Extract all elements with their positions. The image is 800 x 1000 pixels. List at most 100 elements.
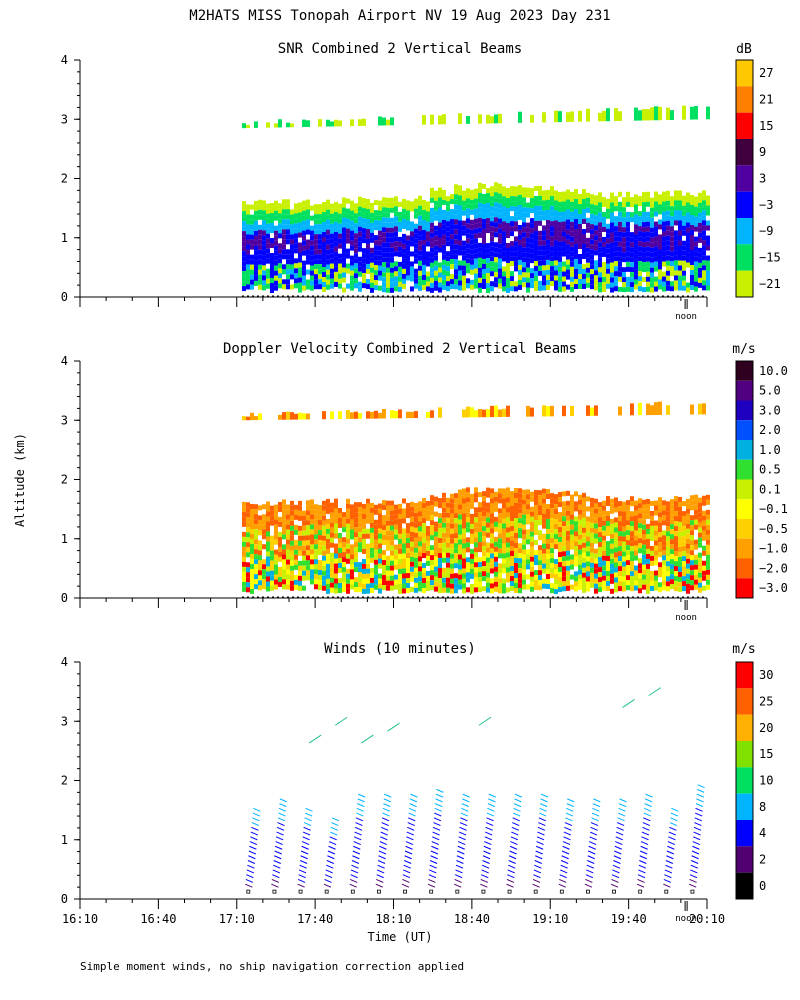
heatmap-cell	[489, 523, 494, 529]
heatmap-cell	[565, 259, 570, 265]
heatmap-cell	[625, 236, 630, 242]
heatmap-cell	[277, 536, 282, 542]
heatmap-cell	[241, 576, 246, 582]
heatmap-cell	[249, 538, 254, 544]
heatmap-cell	[513, 542, 518, 548]
heatmap-cell	[649, 515, 654, 521]
wind-barb	[274, 845, 283, 850]
heatmap-cell	[461, 270, 466, 276]
heatmap-cell	[561, 191, 566, 197]
heatmap-cell	[517, 543, 522, 549]
heatmap-cell	[289, 555, 294, 561]
heatmap-cell	[425, 540, 430, 546]
heatmap-cell	[653, 251, 658, 257]
wind-barb	[617, 817, 625, 822]
heatmap-cell	[633, 565, 638, 571]
heatmap-cell	[617, 506, 622, 512]
heatmap-cell	[281, 529, 286, 535]
heatmap-cell	[573, 506, 578, 512]
heatmap-cell	[593, 235, 598, 241]
heatmap-cell	[377, 210, 382, 216]
heatmap-cell	[481, 198, 486, 204]
heatmap-cell	[377, 412, 382, 419]
wind-barb	[508, 864, 516, 869]
heatmap-cell	[425, 286, 430, 292]
heatmap-cell	[617, 221, 622, 227]
heatmap-cell	[409, 531, 414, 537]
heatmap-cell	[265, 531, 270, 537]
heatmap-cell	[665, 250, 670, 256]
heatmap-cell	[673, 230, 678, 236]
heatmap-cell	[265, 233, 270, 239]
heatmap-cell	[457, 549, 462, 555]
wind-barb	[566, 803, 574, 808]
heatmap-cell	[565, 234, 570, 240]
heatmap-cell	[297, 575, 302, 581]
heatmap-cell	[589, 194, 594, 200]
heatmap-cell	[421, 508, 426, 514]
heatmap-cell	[285, 504, 290, 510]
heatmap-cell	[461, 588, 466, 594]
heatmap-cell	[305, 120, 310, 127]
heatmap-cell	[273, 574, 278, 580]
heatmap-cell	[653, 585, 658, 591]
heatmap-cell	[289, 530, 294, 536]
heatmap-cell	[653, 236, 658, 242]
heatmap-cell	[653, 266, 658, 272]
heatmap-cell	[425, 585, 430, 591]
heatmap-cell	[601, 226, 606, 232]
heatmap-cell	[461, 538, 466, 544]
heatmap-cell	[505, 577, 510, 583]
heatmap-cell	[489, 553, 494, 559]
heatmap-cell	[345, 553, 350, 559]
heatmap-cell	[325, 503, 330, 509]
heatmap-cell	[565, 510, 570, 516]
heatmap-cell	[401, 583, 406, 589]
colorbar-label: 0	[759, 879, 766, 893]
heatmap-cell	[477, 272, 482, 278]
heatmap-cell	[421, 214, 426, 220]
heatmap-cell	[549, 553, 554, 559]
colorbar-swatch	[736, 139, 753, 166]
heatmap-cell	[565, 585, 570, 591]
heatmap-cell	[621, 207, 626, 213]
wind-barb	[330, 831, 338, 836]
heatmap-cell	[681, 240, 686, 246]
heatmap-cell	[641, 514, 646, 520]
heatmap-cell	[545, 189, 550, 195]
heatmap-cell	[677, 235, 682, 241]
heatmap-cell	[485, 203, 490, 209]
heatmap-cell	[621, 287, 626, 293]
colorbar-swatch	[736, 846, 753, 873]
heatmap-cell	[281, 209, 286, 215]
heatmap-cell	[553, 509, 558, 515]
heatmap-cell	[477, 512, 482, 518]
heatmap-cell	[317, 224, 322, 230]
heatmap-cell	[369, 237, 374, 243]
wind-barb	[639, 850, 648, 855]
heatmap-cell	[665, 566, 670, 572]
heatmap-cell	[369, 262, 374, 268]
heatmap-cell	[517, 239, 522, 245]
heatmap-cell	[405, 533, 410, 539]
heatmap-cell	[569, 519, 574, 525]
heatmap-cell	[485, 193, 490, 199]
wind-barb	[456, 860, 464, 864]
heatmap-cell	[517, 199, 522, 205]
heatmap-cell	[489, 226, 494, 232]
heatmap-cell	[601, 555, 606, 561]
heatmap-cell	[245, 234, 250, 240]
heatmap-cell	[593, 518, 598, 524]
heatmap-cell	[297, 530, 302, 536]
heatmap-cell	[269, 222, 274, 228]
wind-barb	[351, 864, 359, 869]
heatmap-cell	[421, 259, 426, 265]
heatmap-cell	[445, 572, 450, 578]
heatmap-cell	[293, 273, 298, 279]
heatmap-cell	[313, 204, 318, 210]
heatmap-cell	[349, 235, 354, 241]
heatmap-cell	[269, 535, 274, 541]
heatmap-cell	[573, 491, 578, 497]
heatmap-cell	[365, 199, 370, 205]
heatmap-cell	[261, 544, 266, 550]
